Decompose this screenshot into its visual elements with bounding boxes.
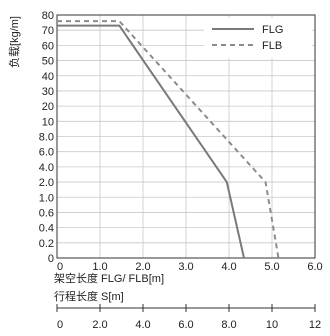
axes (56, 14, 316, 259)
y-tick-label: 8.0 (39, 132, 54, 144)
y-tick-label: 40 (42, 71, 54, 83)
series-line-flb (57, 20, 280, 259)
y-tick-labels: 80 70 60 50 40 30 20 10 8.0 6.0 4.0 2.0 1.0 0.6 0.4 0.2… (39, 10, 54, 265)
y-tick-label: 50 (42, 56, 54, 68)
y-tick-label: 6.0 (39, 147, 54, 159)
stroke-axis-tick-label: 4.0 (135, 319, 150, 331)
stroke-axis-tick-label: 8.0 (221, 319, 236, 331)
stroke-axis-label: 行程长度 S[m] (54, 289, 124, 303)
grid (57, 15, 315, 258)
series-line-flg (57, 24, 245, 259)
y-tick-label: 1.0 (39, 192, 54, 204)
x-tick-label: 5.0 (264, 261, 279, 273)
y-tick-label: 0.4 (39, 223, 54, 235)
y-tick-label: 0.6 (39, 207, 54, 219)
y-tick-label: 4.0 (39, 162, 54, 174)
x-tick-label: 4.0 (221, 261, 236, 273)
y-tick-label: 0 (48, 253, 54, 265)
stroke-axis-tick-label: 6.0 (178, 319, 193, 331)
plot-frame (56, 14, 316, 259)
x-tick-label: 1.0 (92, 261, 107, 273)
stroke-axis-tick-label: 2.0 (92, 319, 107, 331)
y-tick-label: 60 (42, 40, 54, 52)
y-tick-label: 30 (42, 86, 54, 98)
stroke-axis: 0 2.0 4.0 6.0 8.0 10 12 (56, 304, 321, 331)
y-tick-label: 70 (42, 25, 54, 37)
series-lines (57, 20, 280, 259)
legend-label-flb: FLB (262, 40, 282, 52)
x-tick-label: 0 (57, 261, 63, 273)
legend: FLG FLB (204, 18, 312, 58)
legend-box (204, 18, 312, 58)
y-axis-label: 负载[kg/m] (7, 16, 21, 68)
x-tick-labels: 0 1.0 2.0 3.0 4.0 5.0 6.0 (57, 261, 323, 273)
y-tick-label: 2.0 (39, 177, 54, 189)
x-tick-label: 2.0 (135, 261, 150, 273)
y-tick-label: 80 (42, 10, 54, 22)
stroke-axis-tick-label: 12 (309, 319, 321, 331)
x-axis-label: 架空长度 FLG/ FLB[m] (54, 271, 164, 285)
y-tick-label: 0.2 (39, 238, 54, 250)
y-tick-label: 10 (42, 116, 54, 128)
legend-label-flg: FLG (262, 24, 283, 36)
x-tick-label: 3.0 (178, 261, 193, 273)
stroke-axis-tick-label: 0 (57, 319, 63, 331)
stroke-axis-tick-label: 10 (266, 319, 278, 331)
x-tick-label: 6.0 (307, 261, 322, 273)
y-tick-label: 20 (42, 101, 54, 113)
